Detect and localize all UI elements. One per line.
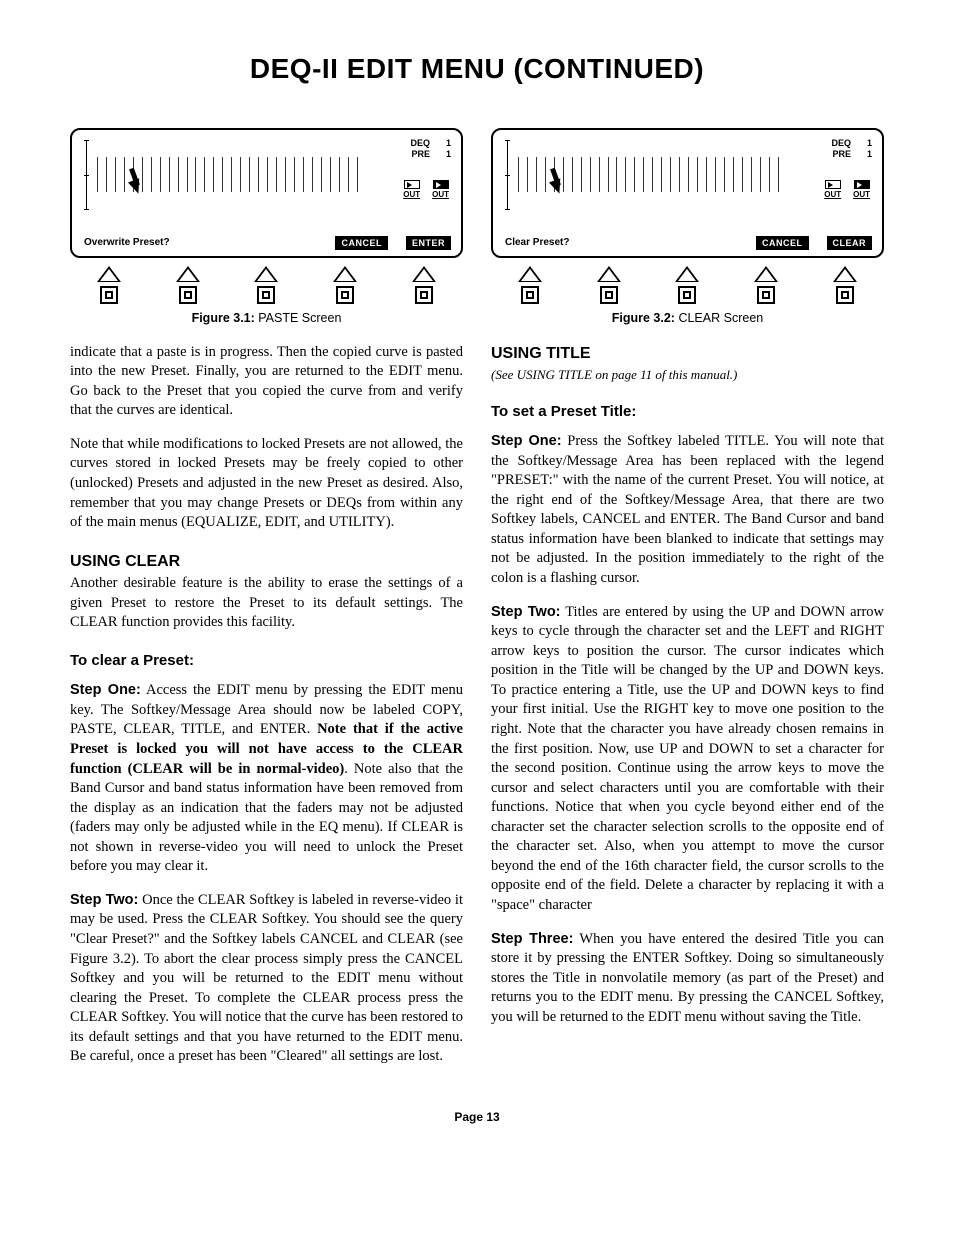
figure-3-2-caption: Figure 3.2: CLEAR Screen [491,310,884,327]
softkey-2[interactable] [597,266,621,304]
clear-prompt: Clear Preset? [505,236,569,250]
using-clear-heading: USING CLEAR [70,551,463,573]
title-step-three: Step Three: When you have entered the de… [491,930,884,1028]
out-right-icon [854,180,870,189]
softkey-2[interactable] [176,266,200,304]
clear-step-two: Step Two: Once the CLEAR Softkey is labe… [70,891,463,1067]
clear-screen-box: DEQ1 PRE1 OUT OUT Clear Preset? CANCEL C… [491,128,884,258]
fader-display [86,140,361,210]
paste-screen-box: DEQ1 PRE1 OUT OUT Overwrite Preset? CANC… [70,128,463,258]
output-icons: OUT OUT [403,180,449,199]
using-title-note: (See USING TITLE on page 11 of this manu… [491,366,884,384]
left-p3: Another desirable feature is the ability… [70,574,463,633]
enter-button[interactable]: ENTER [406,236,451,250]
to-clear-preset-heading: To clear a Preset: [70,651,463,671]
left-p1: indicate that a paste is in progress. Th… [70,343,463,421]
softkey-4[interactable] [333,266,357,304]
figure-3-2: DEQ1 PRE1 OUT OUT Clear Preset? CANCEL C… [491,128,884,304]
to-set-preset-title-heading: To set a Preset Title: [491,402,884,422]
figure-3-1-caption: Figure 3.1: PASTE Screen [70,310,463,327]
using-title-heading: USING TITLE [491,343,884,365]
page-title: DEQ-II EDIT MENU (CONTINUED) [70,50,884,88]
page-number: Page 13 [70,1109,884,1125]
clear-step-one: Step One: Access the EDIT menu by pressi… [70,681,463,877]
softkey-3[interactable] [254,266,278,304]
screen-status-labels: DEQ1 PRE1 [831,138,872,161]
left-column: DEQ1 PRE1 OUT OUT Overwrite Preset? CANC… [70,128,463,1081]
softkey-row [491,266,884,304]
cancel-button[interactable]: CANCEL [756,236,809,250]
output-icons: OUT OUT [824,180,870,199]
softkey-5[interactable] [412,266,436,304]
left-p2: Note that while modifications to locked … [70,435,463,533]
softkey-1[interactable] [518,266,542,304]
title-step-two: Step Two: Titles are entered by using th… [491,603,884,916]
softkey-row [70,266,463,304]
softkey-1[interactable] [97,266,121,304]
clear-button[interactable]: CLEAR [827,236,873,250]
cancel-button[interactable]: CANCEL [335,236,388,250]
title-step-one: Step One: Press the Softkey labeled TITL… [491,432,884,589]
figure-3-1: DEQ1 PRE1 OUT OUT Overwrite Preset? CANC… [70,128,463,304]
softkey-3[interactable] [675,266,699,304]
two-column-layout: DEQ1 PRE1 OUT OUT Overwrite Preset? CANC… [70,128,884,1081]
right-column: DEQ1 PRE1 OUT OUT Clear Preset? CANCEL C… [491,128,884,1081]
softkey-4[interactable] [754,266,778,304]
fader-display [507,140,782,210]
overwrite-prompt: Overwrite Preset? [84,236,170,250]
out-left-icon [404,180,420,189]
out-left-icon [825,180,841,189]
softkey-5[interactable] [833,266,857,304]
screen-status-labels: DEQ1 PRE1 [410,138,451,161]
out-right-icon [433,180,449,189]
